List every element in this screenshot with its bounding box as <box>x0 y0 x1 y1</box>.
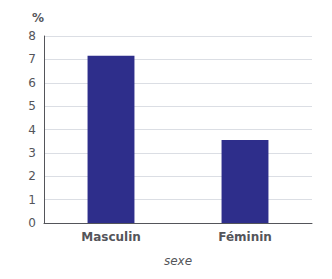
svg-text:2: 2 <box>28 169 36 183</box>
svg-text:3: 3 <box>28 146 36 160</box>
svg-text:1: 1 <box>28 193 36 207</box>
svg-text:6: 6 <box>28 76 36 90</box>
svg-text:sexe: sexe <box>164 254 192 268</box>
svg-text:5: 5 <box>28 99 36 113</box>
svg-text:0: 0 <box>28 216 36 230</box>
svg-text:Masculin: Masculin <box>81 230 141 244</box>
svg-text:Féminin: Féminin <box>218 230 272 244</box>
svg-text:%: % <box>32 11 44 25</box>
svg-text:8: 8 <box>28 29 36 43</box>
svg-text:4: 4 <box>28 123 36 137</box>
svg-text:7: 7 <box>28 52 36 66</box>
